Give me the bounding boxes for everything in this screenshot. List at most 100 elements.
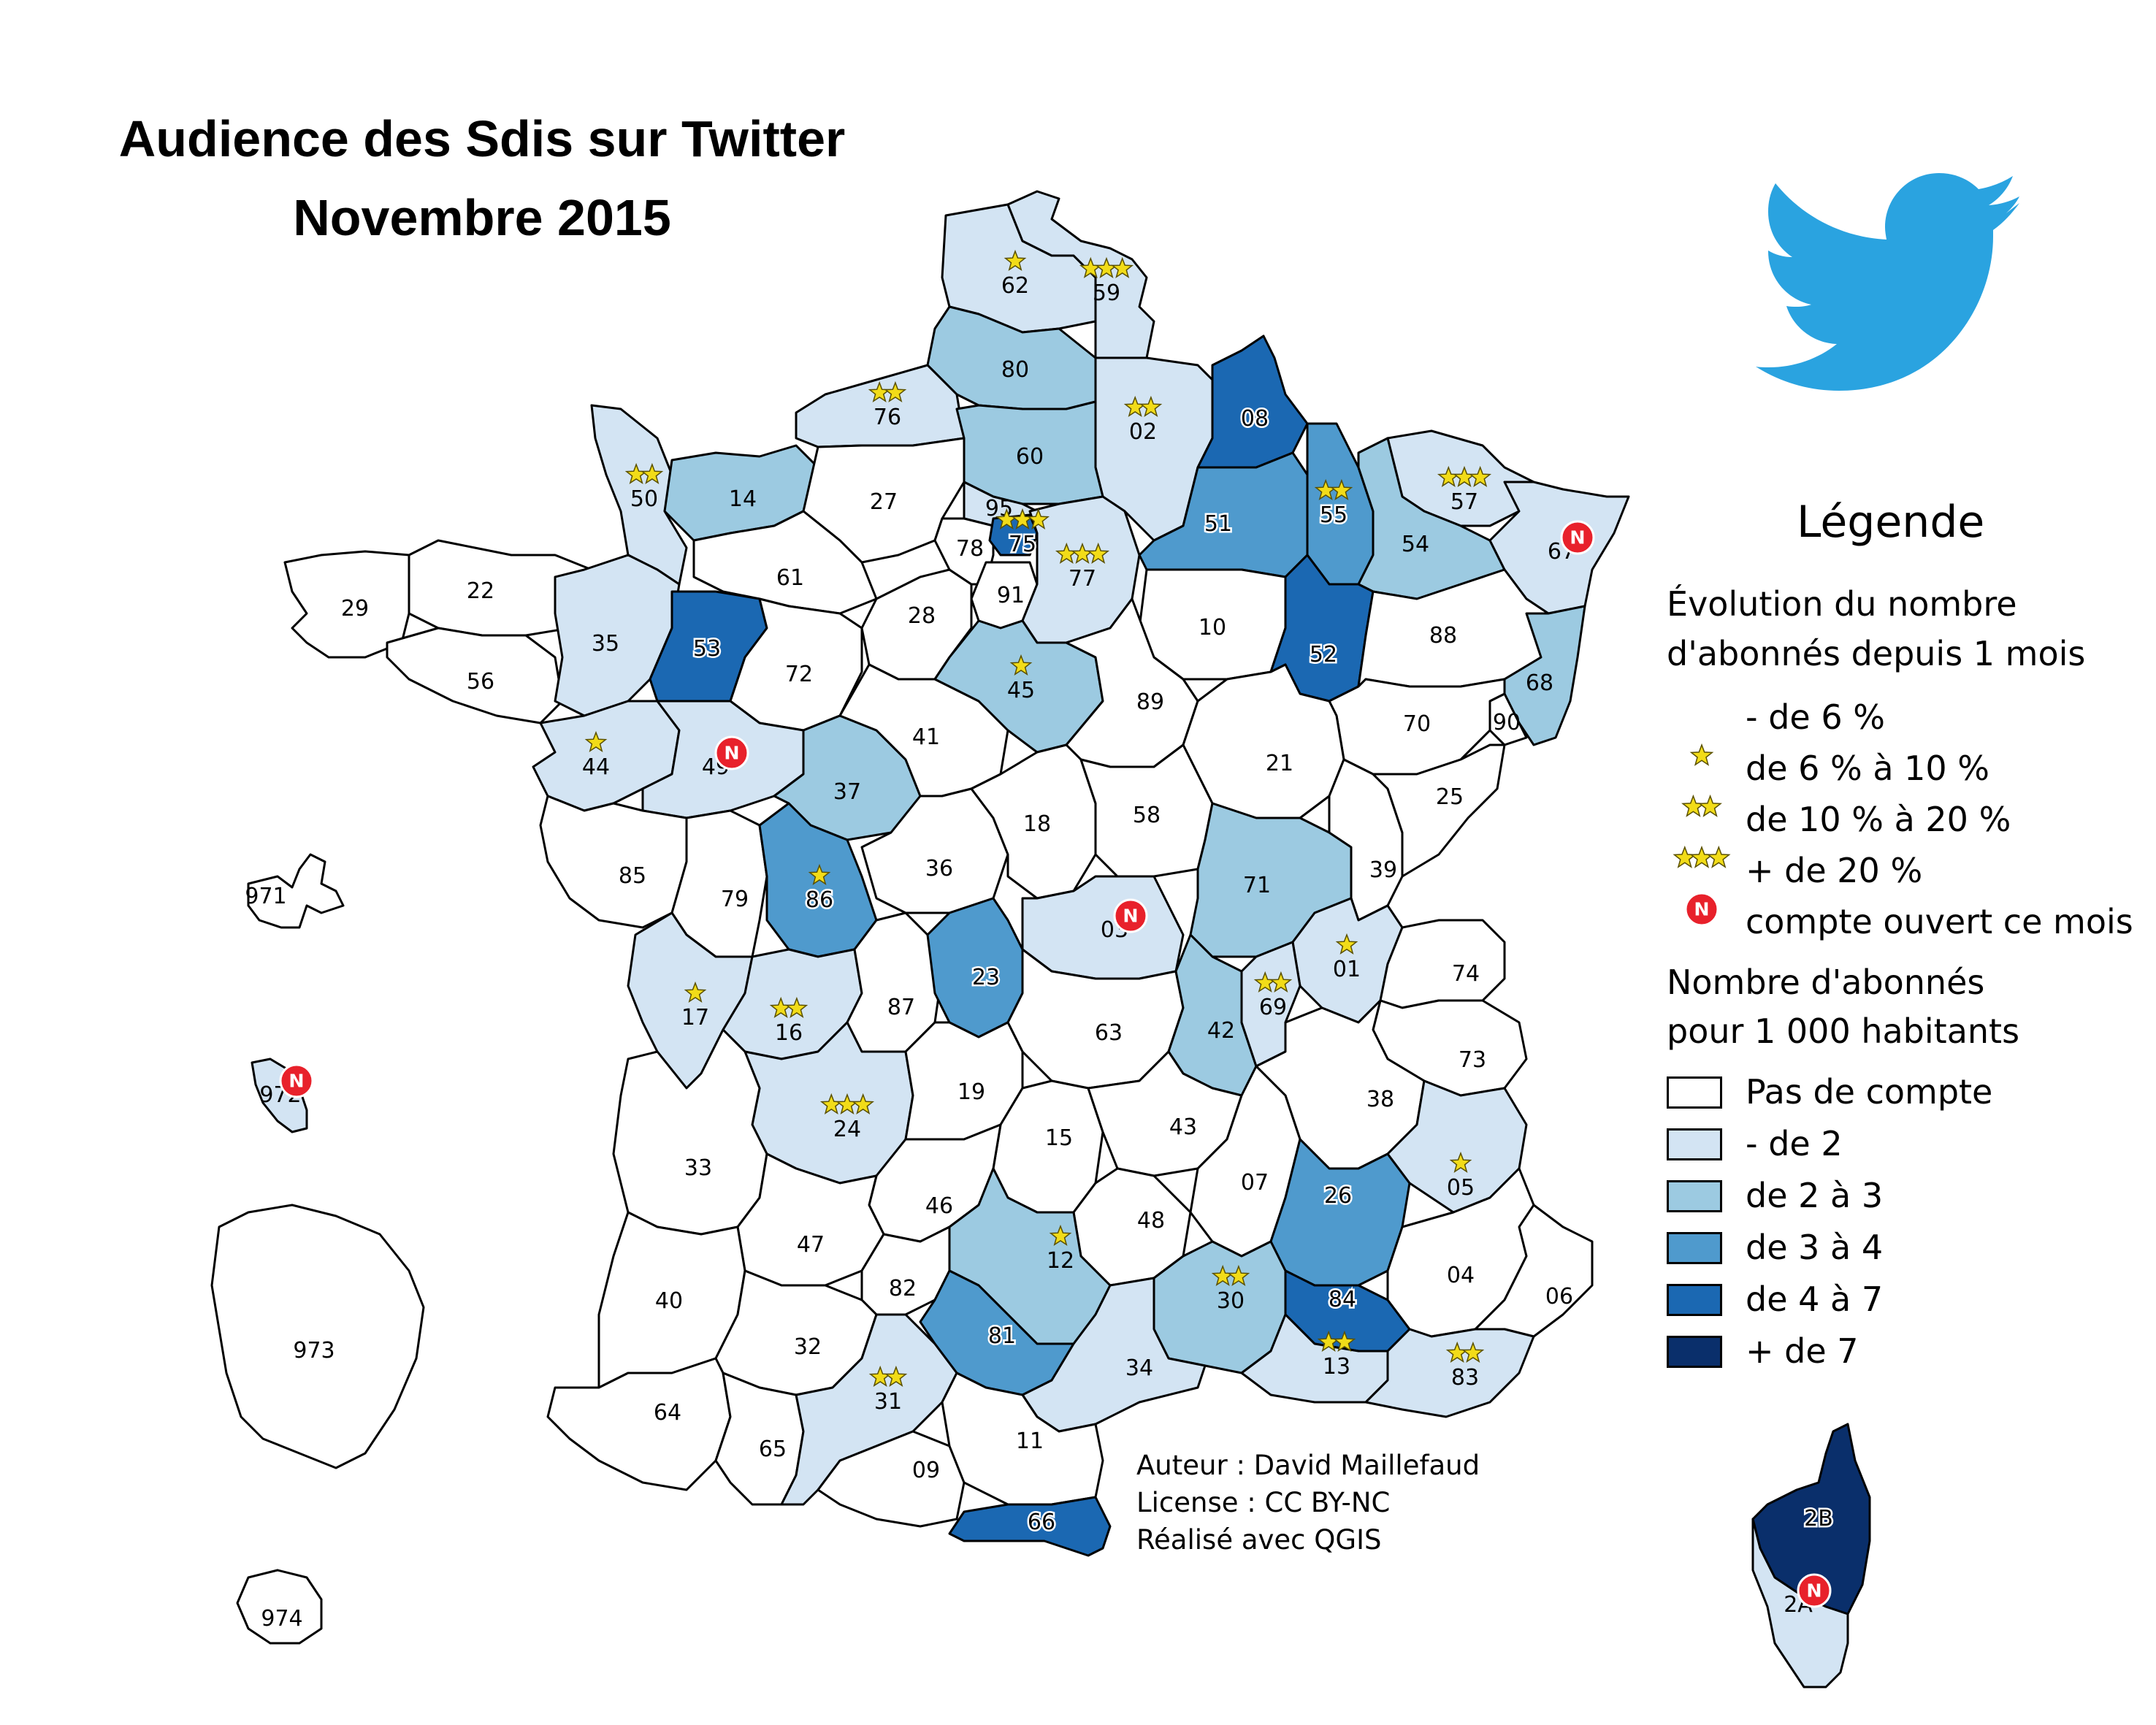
dept-972 <box>251 1057 308 1133</box>
dept-label-85: 85 <box>619 863 646 889</box>
evolution-star-icon <box>1330 478 1353 501</box>
dept-label-45: 45 <box>1007 678 1035 703</box>
dept-59 <box>1006 190 1155 359</box>
dept-label-19: 19 <box>957 1079 985 1105</box>
legend-evolution-item: compte ouvert ce mois <box>1746 902 2133 941</box>
new-account-icon: N <box>279 1063 314 1098</box>
dept-label-39: 39 <box>1369 857 1397 883</box>
dept-label-24: 24 <box>833 1117 861 1142</box>
dept-label-55: 55 <box>1320 502 1348 528</box>
dept-label-43: 43 <box>1169 1114 1197 1140</box>
dept-label-31: 31 <box>874 1389 902 1415</box>
dept-64 <box>546 1357 732 1491</box>
dept-label-91: 91 <box>997 583 1025 608</box>
dept-label-06: 06 <box>1545 1284 1573 1309</box>
dept-74 <box>1379 919 1506 1009</box>
legend-evolution-item: de 10 % à 20 % <box>1746 800 2011 839</box>
dept-09 <box>817 1430 966 1528</box>
dept-label-17: 17 <box>681 1005 709 1030</box>
legend-evolution-item: - de 6 % <box>1746 697 1885 737</box>
dept-label-52: 52 <box>1310 642 1337 668</box>
dept-973 <box>210 1204 425 1469</box>
dept-label-02: 02 <box>1129 419 1157 445</box>
evolution-symbols: N N N N N <box>279 249 1832 1608</box>
twitter-bird-icon <box>1756 173 2019 391</box>
dept-label-08: 08 <box>1241 406 1269 432</box>
dept-label-46: 46 <box>925 1193 953 1219</box>
evolution-star-icon <box>1087 542 1110 565</box>
dept-06 <box>1474 1204 1594 1338</box>
legend-star-icon <box>1706 845 1731 868</box>
dept-label-48: 48 <box>1137 1208 1165 1233</box>
new-account-icon: N <box>1560 520 1595 555</box>
dept-label-34: 34 <box>1125 1355 1153 1381</box>
dept-label-76: 76 <box>874 405 901 430</box>
dept-label-87: 87 <box>887 995 915 1020</box>
svg-text:N: N <box>288 1070 304 1091</box>
evolution-star-icon <box>1004 249 1027 272</box>
credit-author: Auteur : David Maillefaud <box>1136 1450 1480 1481</box>
dept-label-86: 86 <box>806 887 833 913</box>
dept-25 <box>1372 743 1506 878</box>
dept-label-12: 12 <box>1047 1248 1074 1274</box>
svg-text:N: N <box>1570 527 1585 548</box>
dept-label-63: 63 <box>1095 1020 1123 1046</box>
evolution-star-icon <box>1111 256 1134 279</box>
dept-label-73: 73 <box>1459 1047 1486 1073</box>
legend-class-swatch <box>1667 1336 1722 1368</box>
dept-label-44: 44 <box>582 754 610 780</box>
map-subtitle: Novembre 2015 <box>293 189 671 246</box>
legend-class-label: Pas de compte <box>1746 1072 1993 1112</box>
legend-evolution-heading: Évolution du nombre <box>1667 584 2017 624</box>
legend-star-icon <box>1681 794 1705 817</box>
dept-label-04: 04 <box>1447 1263 1475 1288</box>
dept-label-10: 10 <box>1199 615 1226 640</box>
dept-label-16: 16 <box>775 1020 803 1046</box>
dept-label-25: 25 <box>1436 784 1464 810</box>
evolution-star-icon <box>1333 1330 1356 1353</box>
dept-label-77: 77 <box>1069 566 1096 592</box>
dept-11 <box>941 1372 1104 1506</box>
legend-evolution-item: de 6 % à 10 % <box>1746 749 1990 788</box>
dept-label-51: 51 <box>1204 511 1232 537</box>
dept-label-57: 57 <box>1450 489 1478 515</box>
dept-label-50: 50 <box>630 486 658 512</box>
evolution-star-icon <box>1469 465 1492 488</box>
evolution-star-icon <box>808 863 831 886</box>
dept-label-80: 80 <box>1001 357 1029 383</box>
legend-class-label: de 4 à 7 <box>1746 1280 1884 1319</box>
dept-label-21: 21 <box>1266 751 1293 776</box>
dept-56 <box>386 627 564 724</box>
dept-label-60: 60 <box>1016 444 1044 470</box>
dept-08 <box>1196 334 1309 469</box>
dept-label-28: 28 <box>908 603 936 629</box>
dept-label-41: 41 <box>912 724 940 750</box>
legend-new-account-icon: N <box>1684 892 1719 927</box>
new-account-icon: N <box>1113 898 1148 933</box>
dept-label-974: 974 <box>261 1606 302 1632</box>
svg-text:N: N <box>724 742 739 763</box>
dept-label-32: 32 <box>794 1334 822 1360</box>
dept-label-38: 38 <box>1366 1087 1394 1112</box>
evolution-star-icon <box>785 996 808 1019</box>
dept-label-75: 75 <box>1009 532 1036 557</box>
dept-label-70: 70 <box>1403 711 1431 737</box>
new-account-icon: N <box>714 735 749 770</box>
evolution-star-icon <box>1227 1264 1250 1287</box>
legend-class-label: + de 7 <box>1746 1331 1859 1371</box>
dept-label-14: 14 <box>729 486 757 512</box>
dept-label-65: 65 <box>759 1437 787 1462</box>
dept-2A <box>1751 1518 1849 1688</box>
evolution-star-icon <box>684 981 707 1003</box>
dept-label-07: 07 <box>1241 1170 1269 1196</box>
svg-text:N: N <box>1123 905 1138 926</box>
evolution-star-icon <box>884 380 907 403</box>
evolution-star-icon <box>641 462 664 485</box>
legend-class-label: de 2 à 3 <box>1746 1176 1884 1215</box>
evolution-star-icon <box>884 1365 908 1388</box>
dept-label-13: 13 <box>1323 1354 1350 1380</box>
dept-label-2B: 2B <box>1804 1506 1833 1531</box>
credit-license: License : CC BY-NC <box>1136 1487 1391 1518</box>
evolution-star-icon <box>1049 1224 1072 1247</box>
